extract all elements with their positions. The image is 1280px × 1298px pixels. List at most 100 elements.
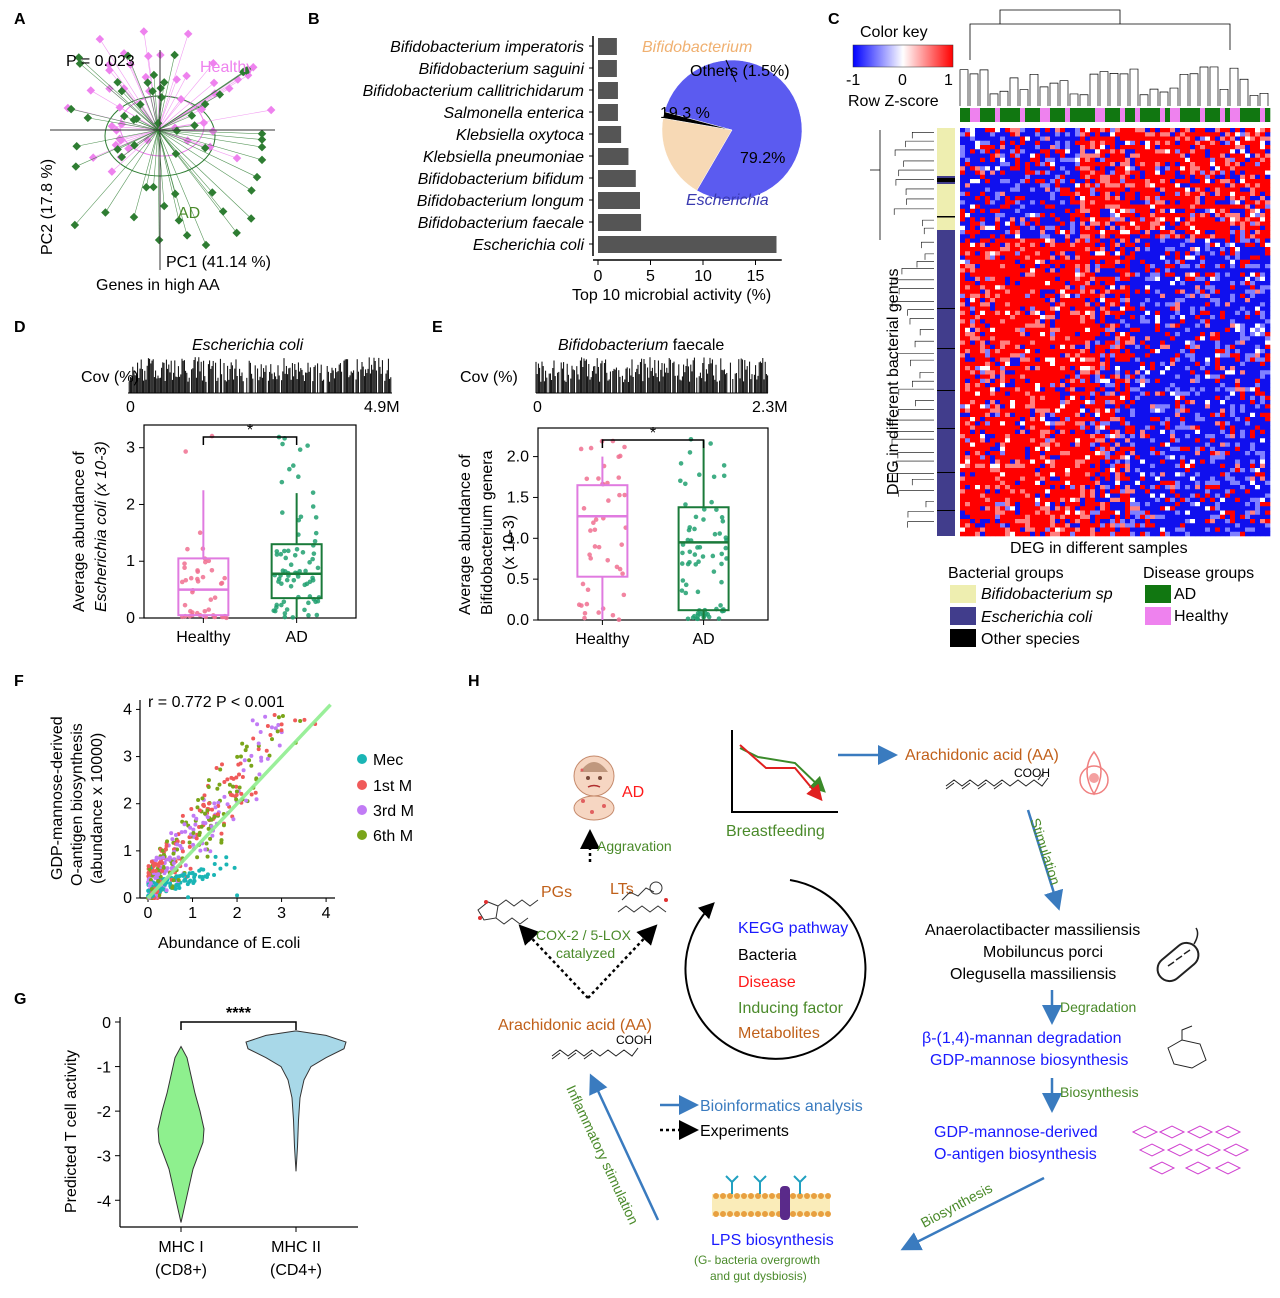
heatmap-cell	[1265, 196, 1271, 201]
heatmap-cell	[1000, 136, 1006, 142]
heatmap-cell	[1175, 162, 1181, 167]
heatmap-cell	[975, 438, 981, 443]
heatmap-cell	[1250, 370, 1256, 375]
heatmap-cell	[1125, 315, 1131, 320]
heatmap-cell	[1255, 425, 1261, 431]
heatmap-cell	[1260, 183, 1266, 188]
heatmap-cell	[1170, 289, 1176, 295]
color-key-label: Row Z-score	[848, 93, 939, 110]
heatmap-cell	[1150, 136, 1156, 142]
heatmap-cell	[975, 332, 981, 337]
heatmap-cell	[1060, 408, 1066, 414]
heatmap-cell	[1215, 251, 1221, 256]
heatmap-cell	[1015, 374, 1021, 380]
heatmap-cell	[1070, 332, 1076, 337]
heatmap-cell	[965, 276, 971, 282]
heatmap-cell	[1090, 132, 1096, 137]
heatmap-cell	[960, 383, 966, 388]
heatmap-cell	[1225, 128, 1231, 133]
heatmap-cell	[1010, 200, 1016, 205]
heatmap-cell	[1195, 230, 1201, 235]
heatmap-cell	[1245, 166, 1251, 171]
heatmap-cell	[1095, 268, 1101, 273]
heatmap-cell	[1065, 285, 1071, 290]
heatmap-cell	[1260, 140, 1266, 146]
heatmap-cell	[1210, 204, 1216, 210]
heatmap-cell	[1120, 395, 1126, 401]
heatmap-cell	[1005, 353, 1011, 358]
heatmap-cell	[985, 306, 991, 312]
heatmap-cell	[1105, 383, 1111, 388]
pca-point-ad	[123, 51, 133, 61]
heatmap-cell	[990, 187, 996, 193]
heatmap-cell	[1180, 251, 1186, 256]
heatmap-cell	[1070, 217, 1076, 222]
heatmap-cell	[1150, 251, 1156, 256]
heatmap-cell	[970, 217, 976, 222]
heatmap-cell	[1065, 264, 1071, 269]
heatmap-cell	[1170, 332, 1176, 337]
heatmap-cell	[1165, 400, 1171, 405]
heatmap-cell	[1005, 251, 1011, 256]
heatmap-cell	[1025, 302, 1031, 307]
dendrogram-left-branch	[907, 511, 934, 518]
heatmap-cell	[1090, 276, 1096, 282]
heatmap-cell	[1100, 374, 1106, 380]
heatmap-cell	[1180, 387, 1186, 392]
heatmap-cell	[1250, 434, 1256, 439]
heatmap-cell	[1060, 429, 1066, 435]
heatmap-cell	[960, 196, 966, 201]
heatmap-cell	[1110, 136, 1116, 142]
heatmap-cell	[1230, 327, 1236, 333]
heatmap-cell	[995, 332, 1001, 337]
heatmap-cell	[970, 383, 976, 388]
heatmap-cell	[1140, 213, 1146, 218]
heatmap-cell	[1075, 340, 1081, 346]
heatmap-cell	[1250, 327, 1256, 333]
heatmap-cell	[1150, 281, 1156, 286]
heatmap-cell	[1210, 238, 1216, 244]
heatmap-cell	[1190, 298, 1196, 303]
heatmap-cell	[1170, 268, 1176, 273]
heatmap-cell	[1050, 400, 1056, 405]
heatmap-cell	[1125, 157, 1131, 163]
heatmap-cell	[990, 238, 996, 244]
heatmap-cell	[1260, 153, 1266, 159]
pca-ray-healthy	[157, 62, 214, 131]
heatmap-cell	[1050, 170, 1056, 176]
heatmap-group-bifido	[937, 218, 955, 230]
heatmap-cell	[1260, 242, 1266, 248]
heatmap-cell	[980, 298, 986, 303]
heatmap-cell	[1010, 353, 1016, 358]
heatmap-cell	[1150, 374, 1156, 380]
heatmap-cell	[1215, 242, 1221, 248]
dendrogram-top-branch	[1159, 91, 1169, 106]
heatmap-cell	[1170, 281, 1176, 286]
heatmap-cell	[1220, 429, 1226, 435]
heatmap-cell	[1235, 383, 1241, 388]
heatmap-cell	[1035, 391, 1041, 397]
heatmap-cell	[985, 217, 991, 222]
heatmap-cell	[1225, 174, 1231, 180]
heatmap-cell	[1035, 400, 1041, 405]
heatmap-cell	[1070, 327, 1076, 333]
pca-ray-ad	[79, 63, 159, 131]
heatmap-cell	[1000, 319, 1006, 324]
heatmap-cell	[1110, 395, 1116, 401]
heatmap-cell	[1050, 404, 1056, 409]
heatmap-cell	[1140, 408, 1146, 414]
heatmap-cell	[1115, 319, 1121, 324]
heatmap-cell	[1145, 170, 1151, 176]
heatmap-cell	[985, 157, 991, 163]
heatmap-cell	[1075, 404, 1081, 409]
heatmap-cell	[1055, 166, 1061, 171]
heatmap-cell	[975, 395, 981, 401]
heatmap-cell	[1035, 332, 1041, 337]
heatmap-cell	[1200, 285, 1206, 290]
heatmap-cell	[1015, 153, 1021, 159]
heatmap-cell	[1040, 293, 1046, 299]
heatmap-cell	[960, 357, 966, 363]
heatmap-cell	[1130, 191, 1136, 197]
heatmap-cell	[1265, 349, 1271, 354]
heatmap-cell	[1210, 361, 1216, 367]
